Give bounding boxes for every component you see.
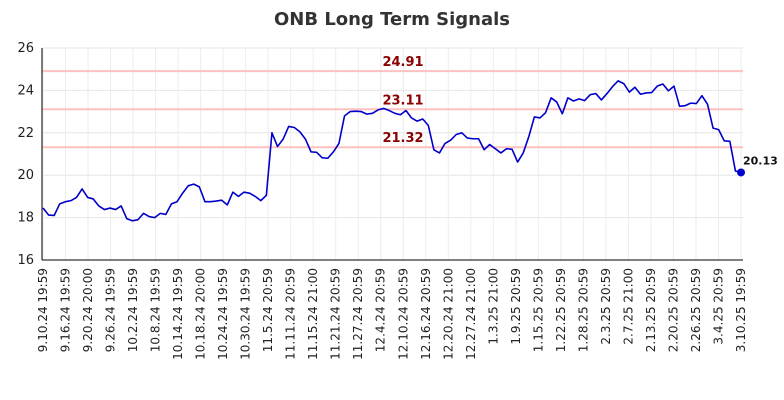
y-tick-label: 24 <box>17 83 34 98</box>
x-tick-label: 12.16.24 20:59 <box>419 268 433 360</box>
x-tick-label: 2.3.25 20:59 <box>599 268 613 345</box>
last-value-label: 20.13 <box>743 154 778 167</box>
x-tick-label: 12.20.24 21:00 <box>441 268 455 360</box>
x-tick-label: 10.24.24 19:59 <box>216 268 230 360</box>
x-tick-label: 1.22.25 20:59 <box>554 268 568 352</box>
x-tick-label: 9.26.24 19:59 <box>104 268 118 352</box>
y-tick-label: 22 <box>17 126 34 141</box>
x-tick-label: 1.28.25 20:59 <box>576 268 590 352</box>
x-tick-label: 11.15.24 21:00 <box>306 268 320 360</box>
x-tick-label: 9.20.24 20:00 <box>81 268 95 352</box>
reference-line-label: 21.32 <box>382 131 423 146</box>
x-tick-label: 10.30.24 19:59 <box>239 268 253 360</box>
x-tick-label: 12.10.24 20:59 <box>396 268 410 360</box>
reference-lines <box>42 70 743 149</box>
reference-line-label: 23.11 <box>382 93 423 108</box>
grid <box>42 47 743 261</box>
y-tick-label: 16 <box>17 253 34 268</box>
x-tick-label: 9.16.24 19:59 <box>59 268 73 352</box>
x-tick-label: 10.14.24 19:59 <box>171 268 185 360</box>
x-tick-label: 10.18.24 20:00 <box>194 268 208 360</box>
x-tick-label: 10.8.24 19:59 <box>149 268 163 352</box>
labels: 24.91 23.11 21.32 20.13 <box>382 55 777 167</box>
x-tick-label: 12.4.24 20:59 <box>374 268 388 352</box>
reference-line-label: 24.91 <box>382 55 423 70</box>
x-tick-label: 2.20.25 20:59 <box>666 268 680 352</box>
series <box>42 80 745 222</box>
x-tick-label: 10.2.24 19:59 <box>126 268 140 352</box>
y-tick-label: 26 <box>17 41 34 56</box>
x-tick-label: 1.9.25 20:59 <box>509 268 523 345</box>
last-point-marker <box>737 168 745 177</box>
y-tick-label: 18 <box>17 211 34 226</box>
x-tick-label: 1.3.25 21:00 <box>486 268 500 345</box>
x-tick-label: 9.10.24 19:59 <box>36 268 50 352</box>
y-tick-label: 20 <box>17 168 34 183</box>
x-tick-label: 12.27.24 21:00 <box>464 268 478 360</box>
x-tick-label: 11.5.24 20:59 <box>261 268 275 352</box>
chart-title: ONB Long Term Signals <box>274 9 510 30</box>
x-tick-label: 11.27.24 20:59 <box>351 268 365 360</box>
axes: 16 18 20 22 24 26 9.10.24 19:59 9.16.24 19:59 9.… <box>17 41 748 360</box>
x-tick-label: 2.13.25 20:59 <box>644 268 658 352</box>
x-tick-label: 11.21.24 20:59 <box>329 268 343 360</box>
x-tick-label: 11.11.24 20:59 <box>284 268 298 360</box>
x-tick-label: 2.26.25 20:59 <box>689 268 703 352</box>
x-tick-label: 2.7.25 21:00 <box>621 268 635 345</box>
x-tick-label: 3.4.25 20:59 <box>711 268 725 345</box>
x-tick-label: 1.15.25 20:59 <box>531 268 545 352</box>
x-tick-label: 3.10.25 19:59 <box>734 268 748 352</box>
price-line <box>42 80 742 222</box>
